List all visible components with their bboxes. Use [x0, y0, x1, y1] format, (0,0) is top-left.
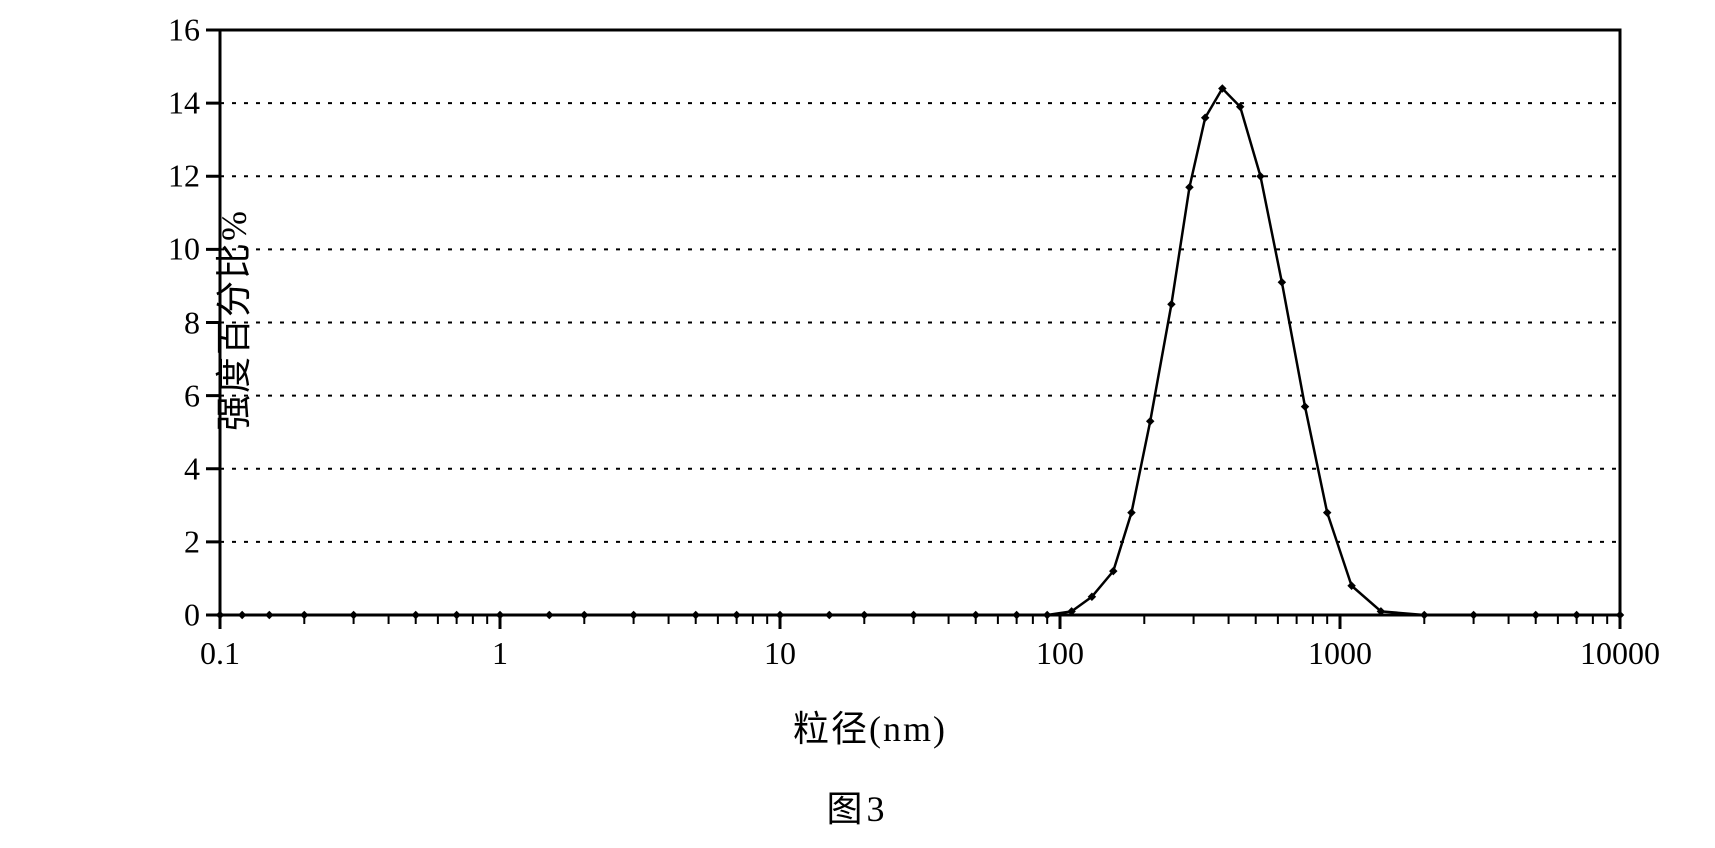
x-tick-label: 0.1	[200, 635, 240, 672]
y-tick-label: 6	[140, 377, 200, 414]
y-tick-label: 2	[140, 523, 200, 560]
x-tick-label: 10000	[1580, 635, 1660, 672]
y-tick-label: 4	[140, 450, 200, 487]
y-tick-label: 0	[140, 597, 200, 634]
x-axis-label: 粒径(nm)	[793, 700, 947, 752]
x-tick-label: 1000	[1308, 635, 1372, 672]
figure-container: 强度百分比% 粒径(nm) 图3 0 2 4 6 8 10 12 14 16 0.1 1 10 100 1…	[0, 0, 1715, 848]
y-tick-label: 10	[140, 231, 200, 268]
y-tick-label: 14	[140, 85, 200, 122]
y-tick-label: 12	[140, 158, 200, 195]
figure-caption: 图3	[826, 780, 888, 832]
y-tick-label: 8	[140, 304, 200, 341]
x-tick-label: 1	[492, 635, 508, 672]
x-tick-label: 100	[1036, 635, 1084, 672]
y-axis-label: 强度百分比%	[205, 209, 257, 431]
chart-container: 强度百分比% 粒径(nm)	[100, 20, 1640, 720]
y-tick-label: 16	[140, 12, 200, 49]
x-tick-label: 10	[764, 635, 796, 672]
chart-svg	[100, 20, 1640, 720]
